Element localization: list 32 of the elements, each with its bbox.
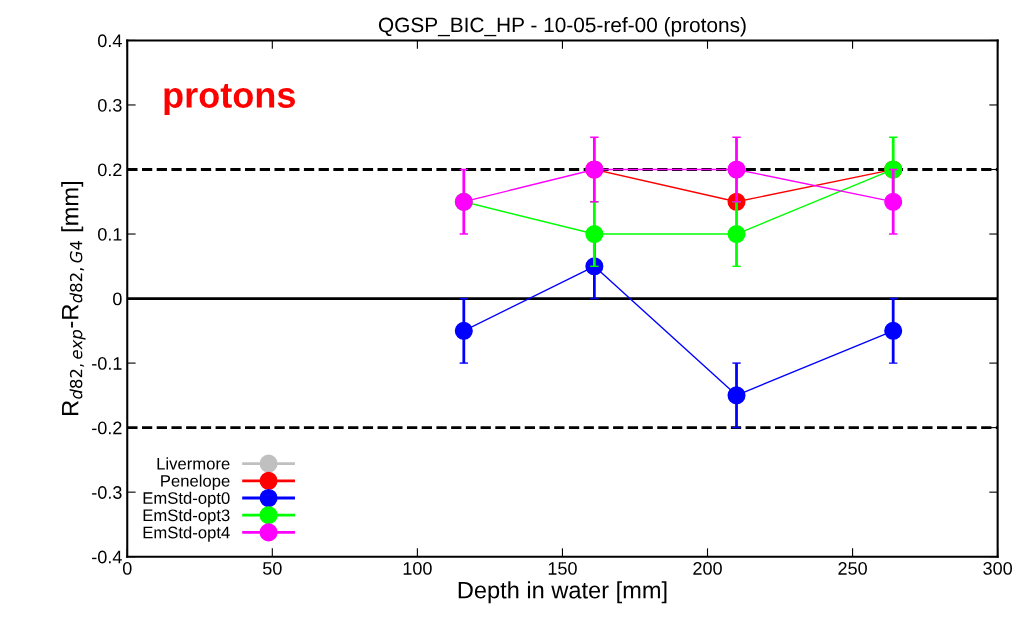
y-tick-label: 0.2 (98, 163, 122, 177)
x-tick-label: 100 (403, 562, 432, 575)
point (727, 386, 746, 405)
x-tick-label: 150 (548, 562, 577, 575)
y-tick-label: -0.4 (92, 550, 122, 564)
y-tick-label: -0.3 (92, 486, 122, 499)
chart-title: QGSP_BIC_HP - 10-05-ref-00 (protons) (378, 17, 746, 37)
x-tick-label: 300 (983, 562, 1012, 575)
x-tick-label: 50 (263, 562, 282, 575)
y-tick-label: 0.3 (98, 98, 122, 112)
y-axis-title: R$_{d82,exp}$-R$_{d82,G4}$ [mm] (61, 182, 86, 415)
point (884, 192, 903, 211)
x-tick-label: 250 (838, 562, 867, 575)
point (727, 160, 746, 179)
legend-label: Livermore (157, 457, 230, 470)
x-axis-title: Depth in water [mm] (458, 581, 667, 604)
point (727, 224, 746, 244)
y-tick-label: 0.4 (98, 34, 122, 48)
legend-label: EmStd-opt4 (143, 526, 230, 542)
point (585, 224, 604, 244)
point (454, 321, 473, 340)
legend-label: EmStd-opt3 (143, 508, 230, 525)
legend-label: Penelope (161, 474, 230, 491)
legend-label: EmStd-opt0 (143, 491, 230, 508)
x-tick-label: 200 (693, 562, 722, 575)
point (884, 321, 903, 340)
y-tick-label: -0.2 (92, 421, 122, 435)
y-tick-label: -0.1 (92, 357, 122, 370)
x-tick-label: 0 (122, 562, 132, 575)
annotation: protons (164, 83, 295, 116)
y-tick-label: 0.1 (98, 227, 122, 241)
y-tick-label: 0 (113, 292, 122, 306)
